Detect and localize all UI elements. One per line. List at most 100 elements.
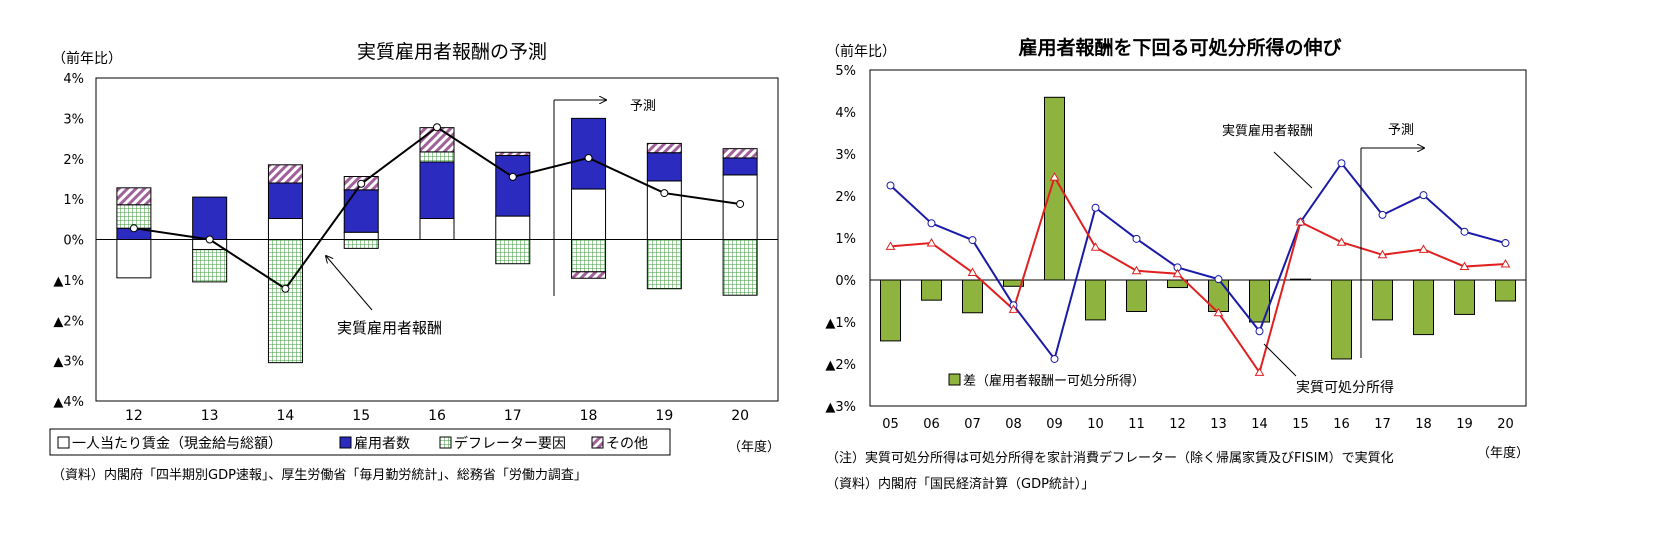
line-real-compensation-right xyxy=(889,161,1506,362)
right-x-tick-label: 13 xyxy=(1210,417,1227,432)
point-real-compensation xyxy=(433,123,441,132)
right-x-axis: 05 06 07 08 09 10 11 12 13 14 15 16 17 18 19 20 xyxy=(882,417,1514,432)
point-real-disposable-income xyxy=(1090,242,1101,251)
left-y-tick-label: 2% xyxy=(63,153,84,168)
left-x-tick-label: 20 xyxy=(731,408,749,424)
point-real-disposable-income xyxy=(967,267,978,276)
label-real-compensation-leader xyxy=(1273,151,1313,189)
bar-difference xyxy=(962,279,983,314)
bar-employees xyxy=(646,152,682,182)
bar-deflator xyxy=(192,249,228,283)
legend-label-per-capita: 一人当たり賃金（現金給与総額） xyxy=(72,436,282,452)
legend-item-deflator: デフレーター要因 xyxy=(439,435,566,452)
legend-label-employees: 雇用者数 xyxy=(354,435,410,452)
left-x-tick-label: 16 xyxy=(428,408,446,424)
bar-difference xyxy=(921,279,942,301)
right-x-tick-label: 11 xyxy=(1128,417,1145,432)
legend-item-per-capita: 一人当たり賃金（現金給与総額） xyxy=(57,436,282,452)
legend-label-other: その他 xyxy=(606,436,648,452)
point-real-compensation xyxy=(584,153,593,162)
bar-employees xyxy=(267,182,303,220)
left-legend: 一人当たり賃金（現金給与総額） 雇用者数 デフレーター要因 その他 xyxy=(49,428,671,456)
bar-difference xyxy=(1495,279,1516,302)
point-real-compensation-right xyxy=(1214,275,1223,284)
point-real-disposable-income xyxy=(1500,259,1511,268)
bar-deflator xyxy=(267,239,303,364)
right-x-tick-label: 10 xyxy=(1087,417,1104,432)
left-bars xyxy=(116,117,758,364)
bar-difference xyxy=(1085,279,1106,321)
left-x-tick-label: 17 xyxy=(504,408,522,424)
label-disposable-leader xyxy=(1263,343,1297,377)
right-x-tick-label: 09 xyxy=(1046,417,1063,432)
right-x-tick-label: 12 xyxy=(1169,417,1186,432)
right-forecast-marker: 予測 xyxy=(1360,123,1424,358)
right-line-series xyxy=(885,159,1511,376)
legend-label-diff: 差（雇用者報酬ー可処分所得） xyxy=(963,373,1145,389)
bar-other xyxy=(495,151,531,157)
point-real-disposable-income xyxy=(1295,217,1306,226)
right-y-tick-label: ▲1% xyxy=(825,316,856,331)
right-x-tick-label: 06 xyxy=(923,417,940,432)
left-x-unit: （年度） xyxy=(728,439,780,455)
point-real-compensation-right xyxy=(1050,354,1059,363)
bar-deflator xyxy=(419,151,455,163)
left-x-tick-label: 19 xyxy=(655,408,673,424)
left-forecast-label: 予測 xyxy=(630,99,656,114)
point-real-compensation xyxy=(357,179,366,188)
right-x-tick-label: 07 xyxy=(964,417,981,432)
point-real-compensation-right xyxy=(886,181,895,190)
left-line-series xyxy=(129,123,745,293)
left-x-tick-label: 15 xyxy=(352,408,370,424)
bar-other xyxy=(267,164,303,184)
left-legend-box xyxy=(49,428,671,456)
left-y-tick-label: 3% xyxy=(63,112,84,127)
point-real-compensation xyxy=(660,189,669,198)
left-x-tick-label: 14 xyxy=(277,408,295,424)
bar-per-capita-wage xyxy=(116,239,152,279)
point-real-disposable-income xyxy=(1377,249,1388,259)
point-real-disposable-income xyxy=(1336,237,1347,246)
point-real-compensation xyxy=(736,199,745,208)
right-y-tick-label: 2% xyxy=(835,190,856,205)
left-source: （資料）内閣府「四半期別GDP速報」、厚生労働省「毎月勤労統計」、総務省「労働力… xyxy=(52,467,587,483)
right-x-tick-label: 14 xyxy=(1251,417,1268,432)
bar-employees xyxy=(495,155,531,217)
label-real-compensation: 実質雇用者報酬 xyxy=(1222,123,1313,139)
left-annotation-text: 実質雇用者報酬 xyxy=(337,319,442,337)
right-y-unit: （前年比） xyxy=(826,43,896,60)
bar-per-capita-wage xyxy=(267,218,303,241)
point-real-compensation-right xyxy=(1337,159,1346,168)
left-y-axis: 4% 3% 2% 1% 0% ▲1% ▲2% ▲3% ▲4% xyxy=(53,72,84,410)
left-x-tick-label: 18 xyxy=(580,408,598,424)
bar-deflator xyxy=(646,239,682,290)
right-y-tick-label: 0% xyxy=(835,274,856,289)
left-y-unit: （前年比） xyxy=(52,50,122,67)
left-forecast-marker: 予測 xyxy=(553,99,656,296)
right-forecast-label: 予測 xyxy=(1388,123,1414,138)
bar-per-capita-wage xyxy=(571,188,607,240)
bar-difference xyxy=(1126,279,1147,312)
bar-difference xyxy=(1454,279,1475,315)
right-chart: （前年比） 雇用者報酬を下回る可処分所得の伸び 5% 4% 3% 2% 1% 0% ▲1% ▲… xyxy=(825,36,1529,492)
point-real-compensation-right xyxy=(1132,234,1141,243)
bar-deflator xyxy=(495,239,531,265)
point-real-disposable-income xyxy=(1172,268,1183,278)
right-x-tick-label: 20 xyxy=(1497,417,1514,432)
left-y-tick-label: 4% xyxy=(63,72,84,87)
bar-other xyxy=(419,127,455,153)
label-real-disposable-income: 実質可処分所得 xyxy=(1296,379,1394,396)
point-real-compensation-right xyxy=(927,219,936,228)
right-x-tick-label: 15 xyxy=(1292,417,1309,432)
right-y-tick-label: ▲3% xyxy=(825,400,856,415)
bar-difference xyxy=(880,279,901,342)
bar-other xyxy=(571,271,607,279)
left-chart-title: 実質雇用者報酬の予測 xyxy=(357,41,547,63)
line-real-disposable-income xyxy=(890,174,1506,375)
point-real-compensation-right xyxy=(1255,327,1264,336)
bar-per-capita-wage xyxy=(419,218,455,241)
right-y-tick-label: 5% xyxy=(835,64,856,79)
bar-employees xyxy=(343,189,379,233)
left-y-tick-label: ▲1% xyxy=(53,274,84,289)
